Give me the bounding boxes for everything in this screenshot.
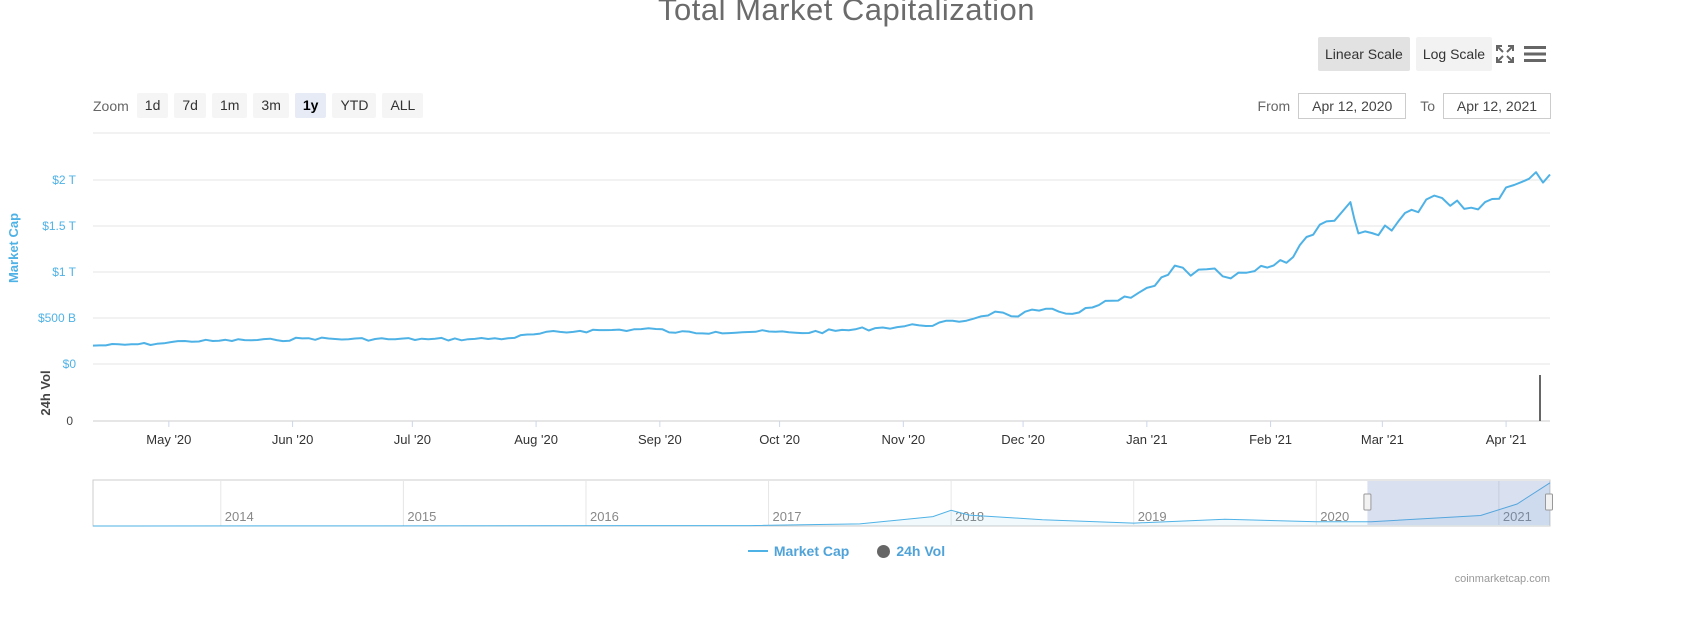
navigator-year-label: 2015 xyxy=(407,509,436,524)
y-tick-label: $2 T xyxy=(52,173,76,187)
y-tick-label: $0 xyxy=(63,357,77,371)
navigator-year-label: 2021 xyxy=(1503,509,1532,524)
log-scale-button[interactable]: Log Scale xyxy=(1415,37,1493,71)
zoom-ytd-button[interactable]: YTD xyxy=(332,93,377,118)
x-tick-label: Mar '21 xyxy=(1361,432,1404,447)
x-tick-label: Feb '21 xyxy=(1249,432,1292,447)
to-label: To xyxy=(1420,98,1435,114)
zoom-1y-button[interactable]: 1y xyxy=(294,93,327,118)
to-date-input[interactable] xyxy=(1443,93,1551,119)
navigator-year-label: 2019 xyxy=(1138,509,1167,524)
navigator-year-label: 2020 xyxy=(1320,509,1349,524)
navigator-selection xyxy=(1367,481,1550,525)
navigator-year-label: 2014 xyxy=(225,509,254,524)
x-tick-label: Sep '20 xyxy=(638,432,682,447)
scale-toggle: Linear Scale Log Scale xyxy=(1318,37,1493,71)
y-axis-title: Market Cap xyxy=(6,213,21,283)
zoom-7d-button[interactable]: 7d xyxy=(174,93,206,118)
navigator-year-label: 2017 xyxy=(773,509,802,524)
navigator-series-line xyxy=(92,482,1551,527)
navigator-area xyxy=(93,482,1550,526)
x-tick-label: Oct '20 xyxy=(759,432,800,447)
legend-item-volume[interactable]: 24h Vol xyxy=(877,543,945,559)
x-tick-label: Jul '20 xyxy=(394,432,431,447)
legend-dot-icon xyxy=(877,544,891,558)
market-cap-chart[interactable]: $0 $500 B $1 T $1.5 T $2 T Market Cap 24h Vol 0… xyxy=(0,0,1693,540)
volume-axis-title: 24h Vol xyxy=(38,370,53,415)
legend-item-market-cap[interactable]: Market Cap xyxy=(747,543,850,559)
linear-scale-button[interactable]: Linear Scale xyxy=(1318,37,1410,71)
zoom-3m-button[interactable]: 3m xyxy=(253,93,289,118)
x-tick-label: Dec '20 xyxy=(1001,432,1045,447)
zoom-all-button[interactable]: ALL xyxy=(382,93,424,118)
y-tick-label: $1.5 T xyxy=(42,219,76,233)
series-line-market-cap xyxy=(92,171,1551,347)
legend-line-icon xyxy=(747,550,768,552)
y-tick-label: $500 B xyxy=(38,311,76,325)
zoom-label: Zoom xyxy=(93,97,129,114)
date-range-selector: From To xyxy=(1258,93,1551,119)
legend-label-volume: 24h Vol xyxy=(896,543,946,559)
from-date-input[interactable] xyxy=(1298,93,1407,119)
y-tick-label: $1 T xyxy=(52,265,76,279)
navigator-handle-right[interactable] xyxy=(1545,493,1553,511)
menu-icon[interactable] xyxy=(1523,42,1547,66)
credits-link[interactable]: coinmarketcap.com xyxy=(1454,573,1550,585)
from-label: From xyxy=(1257,98,1291,114)
legend-label-market-cap: Market Cap xyxy=(773,543,850,559)
zoom-1d-button[interactable]: 1d xyxy=(136,93,169,118)
zoom-selector: Zoom 1d 7d 1m 3m 1y YTD ALL xyxy=(93,93,424,118)
chart-title: Total Market Capitalization xyxy=(657,0,1036,27)
zoom-1m-button[interactable]: 1m xyxy=(211,93,248,118)
x-tick-label: May '20 xyxy=(146,432,191,447)
chart-legend: Market Cap 24h Vol xyxy=(0,543,1693,559)
x-tick-label: Jun '20 xyxy=(272,432,314,447)
fullscreen-icon[interactable] xyxy=(1493,42,1517,66)
x-tick-label: Apr '21 xyxy=(1486,432,1527,447)
navigator-handle-left[interactable] xyxy=(1363,493,1372,511)
volume-tick-label: 0 xyxy=(66,414,73,428)
x-tick-label: Nov '20 xyxy=(881,432,925,447)
navigator-year-label: 2016 xyxy=(590,509,619,524)
x-tick-label: Aug '20 xyxy=(514,432,558,447)
x-tick-label: Jan '21 xyxy=(1126,432,1168,447)
